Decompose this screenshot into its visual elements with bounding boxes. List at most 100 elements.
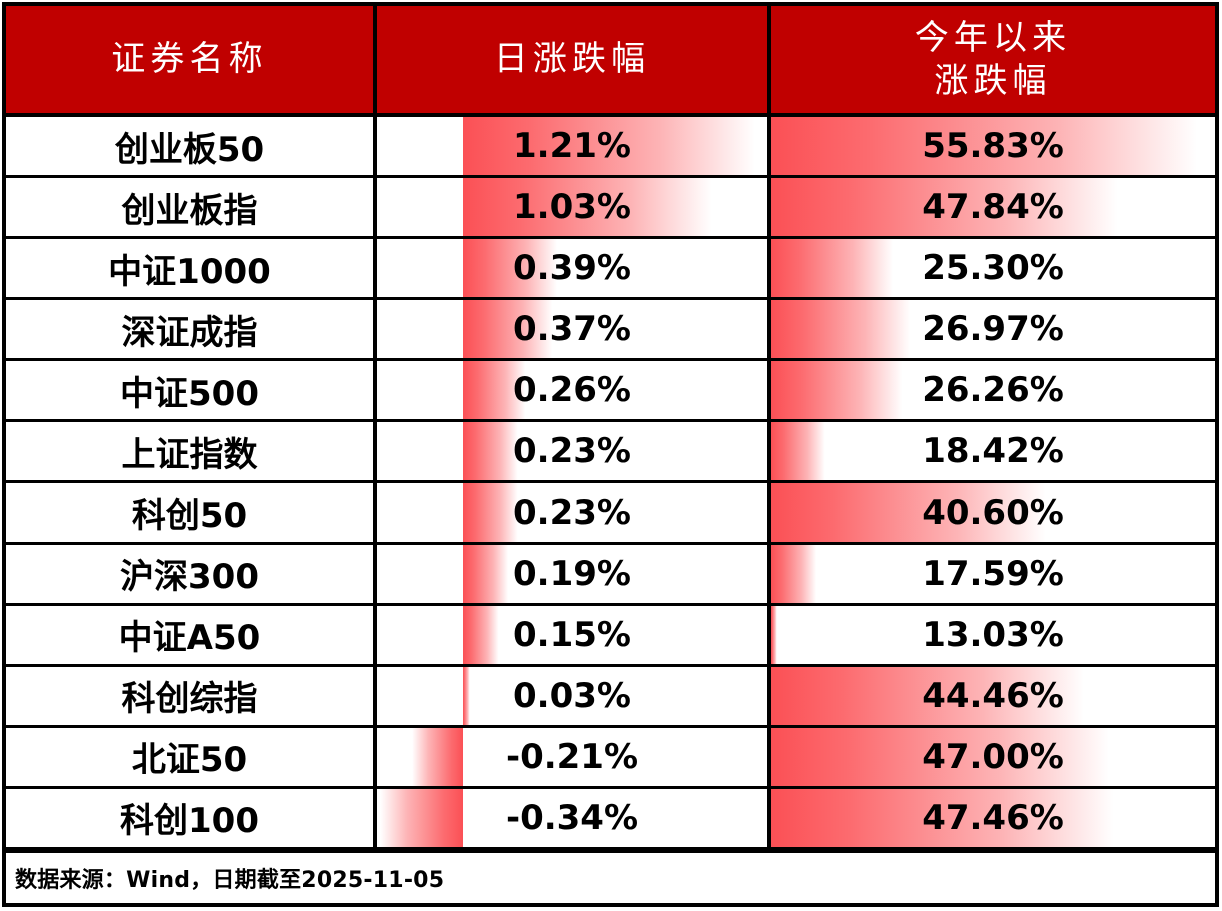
security-name-label: 科创100 — [120, 801, 259, 842]
ytd-change-bar — [771, 300, 916, 359]
table-row: 创业板指 1.03% 47.84% — [6, 178, 1215, 240]
ytd-change-bar — [771, 788, 1129, 847]
header-label-ytd-change-line1: 今年以来 — [914, 18, 1072, 58]
ytd-change-cell: 47.46% — [771, 788, 1215, 847]
ytd-change-bar — [771, 666, 1098, 725]
security-name-label: 科创50 — [131, 496, 248, 536]
table-row: 上证指数 0.23% 18.42% — [6, 422, 1215, 484]
ytd-change-value: 26.97% — [922, 309, 1064, 350]
daily-change-bar — [462, 361, 528, 420]
table-row: 中证1000 0.39% 25.30% — [6, 239, 1215, 301]
ytd-change-bar — [771, 361, 909, 420]
security-name-label: 创业板指 — [121, 190, 258, 231]
security-name-label: 上证指数 — [121, 434, 258, 475]
security-name-cell: 创业板50 — [6, 117, 377, 176]
header-label-daily-change: 日涨跌幅 — [493, 39, 651, 80]
daily-change-cell: 0.37% — [377, 300, 771, 359]
security-name-label: 创业板50 — [114, 129, 265, 170]
header-label-security-name: 证券名称 — [111, 39, 268, 80]
security-name-cell: 中证A50 — [6, 605, 377, 664]
daily-change-bar — [462, 178, 722, 237]
table-row: 沪深300 0.19% 17.59% — [6, 544, 1215, 606]
table-row: 科创100 -0.34% 47.46% — [6, 788, 1215, 850]
daily-change-bar — [462, 666, 471, 725]
daily-change-bar — [462, 605, 501, 664]
ytd-change-value: 47.84% — [922, 187, 1064, 228]
table-row: 北证50 -0.21% 47.00% — [6, 727, 1215, 789]
security-name-cell: 科创综指 — [6, 666, 377, 725]
table-row: 科创综指 0.03% 44.46% — [6, 666, 1215, 728]
security-name-label: 科创综指 — [121, 679, 258, 720]
daily-change-cell: 0.19% — [377, 544, 771, 603]
ytd-change-cell: 55.83% — [771, 117, 1215, 176]
ytd-change-value: 18.42% — [922, 431, 1064, 472]
security-name-label: 中证1000 — [108, 251, 271, 292]
ytd-change-cell: 17.59% — [771, 544, 1215, 603]
ytd-change-cell: 47.84% — [771, 178, 1215, 237]
ytd-change-bar — [771, 544, 819, 603]
ytd-change-value: 17.59% — [922, 553, 1064, 594]
ytd-change-cell: 26.26% — [771, 361, 1215, 420]
daily-change-bar — [462, 300, 556, 359]
security-name-cell: 上证指数 — [6, 422, 377, 481]
header-row: 证券名称 日涨跌幅 今年以来 涨跌幅 — [6, 6, 1215, 117]
daily-change-cell: 0.26% — [377, 361, 771, 420]
security-name-label: 北证50 — [131, 740, 248, 781]
header-cell-ytd-change: 今年以来 涨跌幅 — [771, 6, 1215, 113]
daily-change-value: 0.23% — [513, 492, 631, 533]
daily-change-cell: 0.15% — [377, 605, 771, 664]
ytd-change-bar — [771, 239, 899, 298]
ytd-change-value: 47.00% — [922, 736, 1064, 777]
daily-change-cell: 1.21% — [377, 117, 771, 176]
security-name-label: 中证A50 — [118, 618, 261, 659]
ytd-change-bar — [771, 605, 778, 664]
footer-note: 数据来源：Wind，日期截至2025-11-05 — [15, 867, 445, 893]
security-name-label: 沪深300 — [120, 557, 259, 598]
ytd-change-cell: 40.60% — [771, 483, 1215, 542]
daily-change-cell: 0.03% — [377, 666, 771, 725]
table-row: 中证A50 0.15% 13.03% — [6, 605, 1215, 667]
daily-change-value: 0.19% — [513, 553, 631, 594]
security-name-cell: 科创50 — [6, 483, 377, 542]
security-name-cell: 中证500 — [6, 361, 377, 420]
daily-change-bar — [462, 544, 511, 603]
daily-change-cell: 0.23% — [377, 422, 771, 481]
daily-change-cell: 1.03% — [377, 178, 771, 237]
ytd-change-value: 47.46% — [922, 797, 1064, 838]
daily-change-value: 0.39% — [513, 248, 631, 289]
security-name-cell: 深证成指 — [6, 300, 377, 359]
daily-change-bar — [462, 117, 767, 176]
ytd-change-bar — [771, 178, 1133, 237]
header-cell-security-name: 证券名称 — [6, 6, 377, 113]
security-name-label: 中证500 — [120, 373, 259, 414]
ytd-change-value: 55.83% — [922, 126, 1064, 167]
daily-change-cell: -0.21% — [377, 727, 771, 786]
ytd-change-cell: 44.46% — [771, 666, 1215, 725]
security-name-label: 深证成指 — [121, 312, 258, 353]
ytd-change-value: 25.30% — [922, 248, 1064, 289]
daily-change-value: 1.03% — [513, 187, 631, 228]
ytd-change-value: 44.46% — [922, 675, 1064, 716]
table-row: 科创50 0.23% 40.60% — [6, 483, 1215, 545]
daily-change-value: 0.37% — [513, 309, 631, 350]
ytd-change-cell: 18.42% — [771, 422, 1215, 481]
daily-change-value: 1.21% — [513, 126, 631, 167]
daily-change-bar — [377, 788, 463, 847]
ytd-change-bar — [771, 727, 1124, 786]
daily-change-cell: -0.34% — [377, 788, 771, 847]
header-label-ytd-change-line2: 涨跌幅 — [934, 60, 1052, 101]
security-name-cell: 北证50 — [6, 727, 377, 786]
security-name-cell: 中证1000 — [6, 239, 377, 298]
ytd-change-cell: 13.03% — [771, 605, 1215, 664]
footer-row: 数据来源：Wind，日期截至2025-11-05 — [6, 849, 1215, 903]
daily-change-bar — [462, 239, 561, 298]
security-name-cell: 创业板指 — [6, 178, 377, 237]
daily-change-cell: 0.23% — [377, 483, 771, 542]
ytd-change-cell: 25.30% — [771, 239, 1215, 298]
ytd-change-bar — [771, 117, 1215, 176]
security-name-cell: 沪深300 — [6, 544, 377, 603]
ytd-change-cell: 47.00% — [771, 727, 1215, 786]
ytd-change-cell: 26.97% — [771, 300, 1215, 359]
header-cell-daily-change: 日涨跌幅 — [377, 6, 771, 113]
